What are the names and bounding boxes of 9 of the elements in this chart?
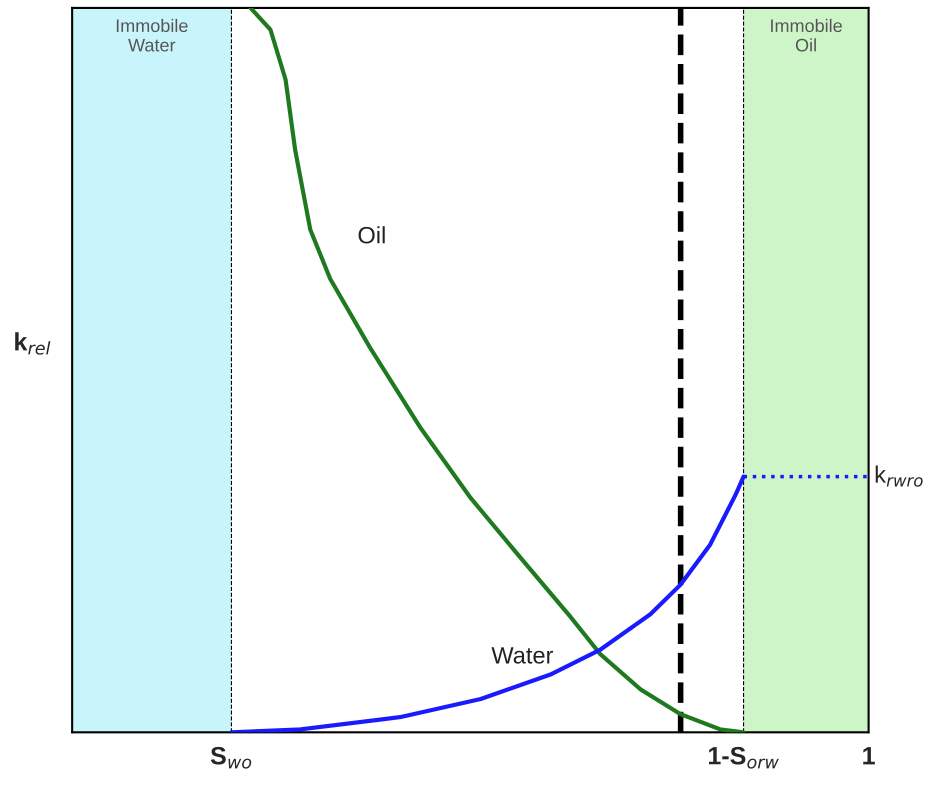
band-label: Immobile Water xyxy=(116,18,188,52)
series-label: Water xyxy=(491,647,554,664)
x-tick-label: S$_{wo}$ xyxy=(210,746,252,769)
x-tick-label: 1-S$_{orw}$ xyxy=(709,746,779,769)
y-axis-title: k$_{rel}$ xyxy=(15,332,50,355)
annotation: k$_{rwro}$ xyxy=(876,465,923,487)
x-tick-label: 1 xyxy=(863,747,875,764)
band-label: Immobile Oil xyxy=(771,18,842,52)
series-label: Oil xyxy=(358,226,385,244)
